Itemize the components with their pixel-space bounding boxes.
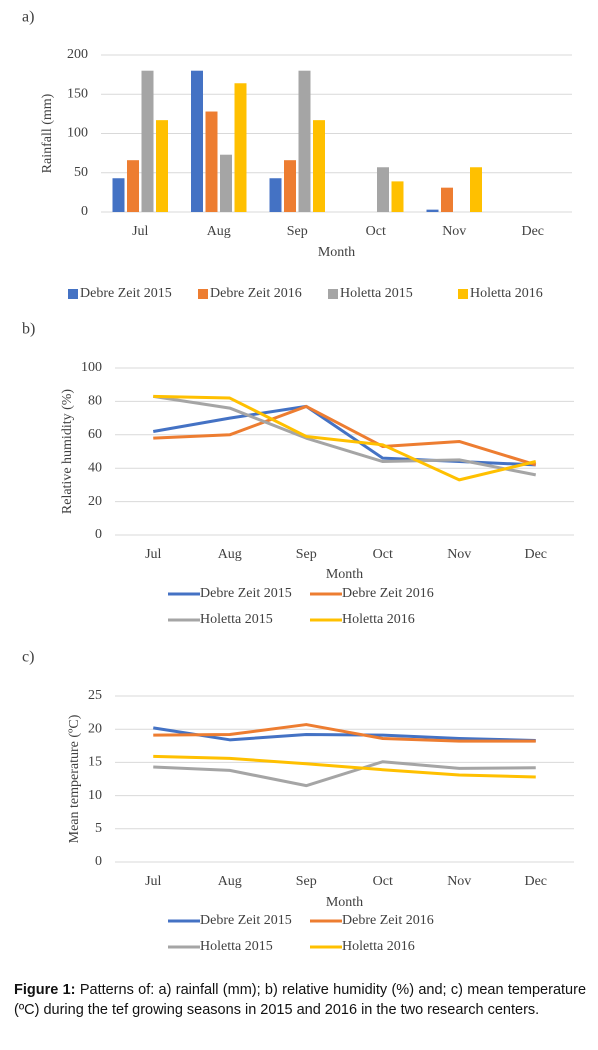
bar bbox=[441, 187, 453, 212]
bar bbox=[112, 178, 125, 212]
line bbox=[153, 760, 536, 788]
caption-text: Patterns of: a) rainfall (mm); b) relati… bbox=[14, 982, 587, 1018]
y-tick-label: 10 bbox=[88, 788, 102, 803]
y-tick-label: 200 bbox=[67, 47, 88, 62]
legend-label: Debre Zeit 2016 bbox=[342, 586, 434, 601]
bar bbox=[284, 160, 296, 212]
bar bbox=[391, 181, 404, 212]
x-tick-label: Jul bbox=[145, 874, 161, 889]
x-tick-label: Oct bbox=[366, 224, 386, 239]
bar bbox=[127, 160, 139, 212]
x-tick-label: Jul bbox=[132, 224, 148, 239]
bar bbox=[191, 70, 203, 212]
y-tick-label: 150 bbox=[67, 86, 88, 101]
y-tick-label: 5 bbox=[95, 821, 102, 836]
y-tick-label: 25 bbox=[88, 688, 102, 703]
x-tick-label: Nov bbox=[447, 547, 471, 562]
line bbox=[153, 404, 537, 467]
legend-label: Holetta 2015 bbox=[200, 612, 273, 627]
y-tick-label: 0 bbox=[95, 527, 102, 542]
bar bbox=[234, 83, 247, 212]
panel-label: a) bbox=[22, 9, 34, 26]
bar bbox=[377, 167, 389, 212]
bar bbox=[470, 167, 482, 212]
y-tick-label: 20 bbox=[88, 721, 102, 736]
legend-label: Holetta 2015 bbox=[340, 286, 413, 301]
y-tick-label: 100 bbox=[81, 360, 102, 375]
line bbox=[153, 723, 536, 743]
panel-label: b) bbox=[22, 321, 35, 338]
x-tick-label: Dec bbox=[521, 224, 544, 239]
y-axis-label: Mean temperature (ºC) bbox=[67, 714, 82, 843]
x-tick-label: Aug bbox=[218, 874, 242, 889]
bar bbox=[269, 178, 282, 212]
y-tick-label: 0 bbox=[81, 204, 88, 219]
legend-label: Holetta 2015 bbox=[200, 939, 273, 954]
y-tick-label: 20 bbox=[88, 494, 102, 509]
legend-swatch bbox=[328, 289, 338, 299]
bar bbox=[220, 154, 232, 212]
legend-label: Debre Zeit 2016 bbox=[342, 913, 434, 928]
bar bbox=[426, 209, 439, 212]
legend-label: Debre Zeit 2016 bbox=[210, 286, 302, 301]
legend-label: Debre Zeit 2015 bbox=[200, 913, 292, 928]
x-tick-label: Nov bbox=[442, 224, 466, 239]
y-tick-label: 50 bbox=[74, 165, 88, 180]
x-axis-label: Month bbox=[326, 895, 363, 910]
line bbox=[153, 726, 536, 742]
bar bbox=[298, 70, 311, 212]
x-tick-label: Dec bbox=[524, 547, 547, 562]
bar bbox=[205, 111, 218, 212]
y-tick-label: 0 bbox=[95, 854, 102, 869]
x-tick-label: Sep bbox=[296, 874, 317, 889]
legend-swatch bbox=[458, 289, 468, 299]
y-tick-label: 100 bbox=[67, 126, 88, 141]
caption: Figure 1: Patterns of: a) rainfall (mm);… bbox=[14, 980, 586, 1020]
bar bbox=[141, 70, 154, 212]
legend-label: Holetta 2016 bbox=[342, 939, 415, 954]
x-tick-label: Aug bbox=[218, 547, 242, 562]
panel-label: c) bbox=[22, 649, 34, 666]
legend-swatch bbox=[198, 289, 208, 299]
line bbox=[153, 754, 536, 779]
x-tick-label: Aug bbox=[207, 224, 231, 239]
y-tick-label: 80 bbox=[88, 394, 102, 409]
legend-swatch bbox=[68, 289, 78, 299]
legend-label: Debre Zeit 2015 bbox=[200, 586, 292, 601]
x-axis-label: Month bbox=[326, 567, 363, 582]
x-tick-label: Dec bbox=[524, 874, 547, 889]
x-tick-label: Oct bbox=[373, 547, 393, 562]
x-axis-label: Month bbox=[318, 245, 355, 260]
x-tick-label: Sep bbox=[296, 547, 317, 562]
x-tick-label: Sep bbox=[287, 224, 308, 239]
x-tick-label: Jul bbox=[145, 547, 161, 562]
bar bbox=[313, 120, 325, 212]
line bbox=[153, 394, 537, 477]
x-tick-label: Nov bbox=[447, 874, 471, 889]
legend-label: Holetta 2016 bbox=[470, 286, 543, 301]
y-tick-label: 40 bbox=[88, 460, 102, 475]
legend-label: Debre Zeit 2015 bbox=[80, 286, 172, 301]
caption-label: Figure 1: bbox=[14, 982, 76, 998]
y-axis-label: Rainfall (mm) bbox=[40, 93, 55, 173]
line bbox=[153, 394, 537, 482]
bar bbox=[156, 120, 168, 212]
x-tick-label: Oct bbox=[373, 874, 393, 889]
y-axis-label: Relative humidity (%) bbox=[60, 389, 75, 515]
y-tick-label: 15 bbox=[88, 755, 102, 770]
y-tick-label: 60 bbox=[88, 427, 102, 442]
legend-label: Holetta 2016 bbox=[342, 612, 415, 627]
